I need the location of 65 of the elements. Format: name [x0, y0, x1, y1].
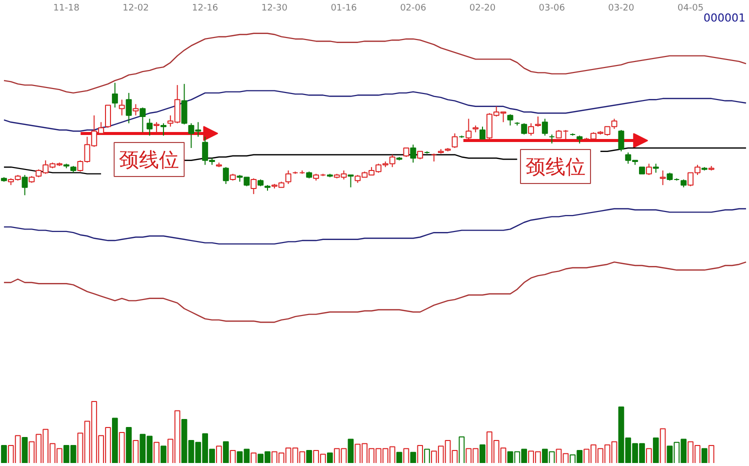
candlestick: [660, 170, 666, 186]
bar: [646, 448, 652, 463]
x-tick-label: 03-06: [538, 4, 566, 14]
bar: [403, 448, 410, 463]
bar: [652, 438, 659, 463]
x-tick-label: 02-06: [400, 4, 426, 14]
candlestick: [542, 118, 548, 136]
candlestick: [140, 107, 146, 133]
bar: [112, 418, 118, 463]
candlestick: [646, 163, 652, 176]
bar: [306, 450, 312, 463]
bar: [1, 445, 7, 463]
bar: [230, 450, 236, 463]
annotation: 颈线位: [119, 147, 180, 172]
candlestick: [480, 126, 486, 140]
bar: [480, 444, 486, 463]
chart-title: 000001: [704, 12, 746, 24]
x-tick-label: 12-02: [122, 4, 149, 14]
bar: [701, 448, 708, 463]
candlestick: [105, 104, 111, 128]
x-tick-label: 12-30: [261, 4, 288, 14]
x-tick-label: 04-05: [677, 4, 704, 14]
bar: [154, 442, 160, 463]
candlestick: [146, 118, 153, 136]
candlestick: [430, 153, 437, 162]
x-tick-label: 03-20: [608, 4, 635, 14]
candlestick: [154, 122, 160, 133]
candlestick: [521, 122, 528, 135]
candlestick: [528, 122, 534, 136]
candlestick: [618, 130, 624, 152]
x-tick-label: 02-20: [469, 4, 496, 14]
bar: [216, 446, 222, 463]
candlestick: [112, 82, 118, 108]
bar: [22, 436, 28, 463]
bar: [396, 452, 402, 463]
candlestick: [250, 178, 257, 195]
bar: [118, 432, 125, 463]
candlestick: [181, 83, 188, 125]
bar: [410, 452, 416, 463]
bar: [660, 428, 666, 463]
candlestick: [410, 144, 416, 164]
x-tick-label: 12-16: [192, 4, 218, 14]
candlestick: [132, 104, 139, 116]
bar: [708, 445, 714, 463]
candlestick: [126, 92, 132, 124]
annotation: 颈线位: [526, 154, 586, 179]
x-tick-label: 01-16: [330, 4, 358, 14]
candlestick: [466, 118, 472, 140]
candlestick: [507, 114, 514, 126]
bar: [250, 452, 257, 463]
candlestick: [285, 170, 292, 184]
bar: [348, 438, 354, 463]
bar: [126, 427, 132, 463]
bar: [222, 441, 229, 463]
candlestick: [452, 132, 458, 148]
candlestick: [222, 166, 229, 184]
bar: [326, 452, 333, 463]
candlestick: [534, 116, 541, 128]
candlestick: [22, 174, 28, 196]
bar: [160, 446, 166, 463]
bar: [132, 440, 139, 463]
candlestick: [118, 99, 125, 116]
x-tick-label: 11-18: [53, 4, 80, 14]
candlestick: [160, 122, 166, 136]
candlestick: [348, 174, 354, 188]
